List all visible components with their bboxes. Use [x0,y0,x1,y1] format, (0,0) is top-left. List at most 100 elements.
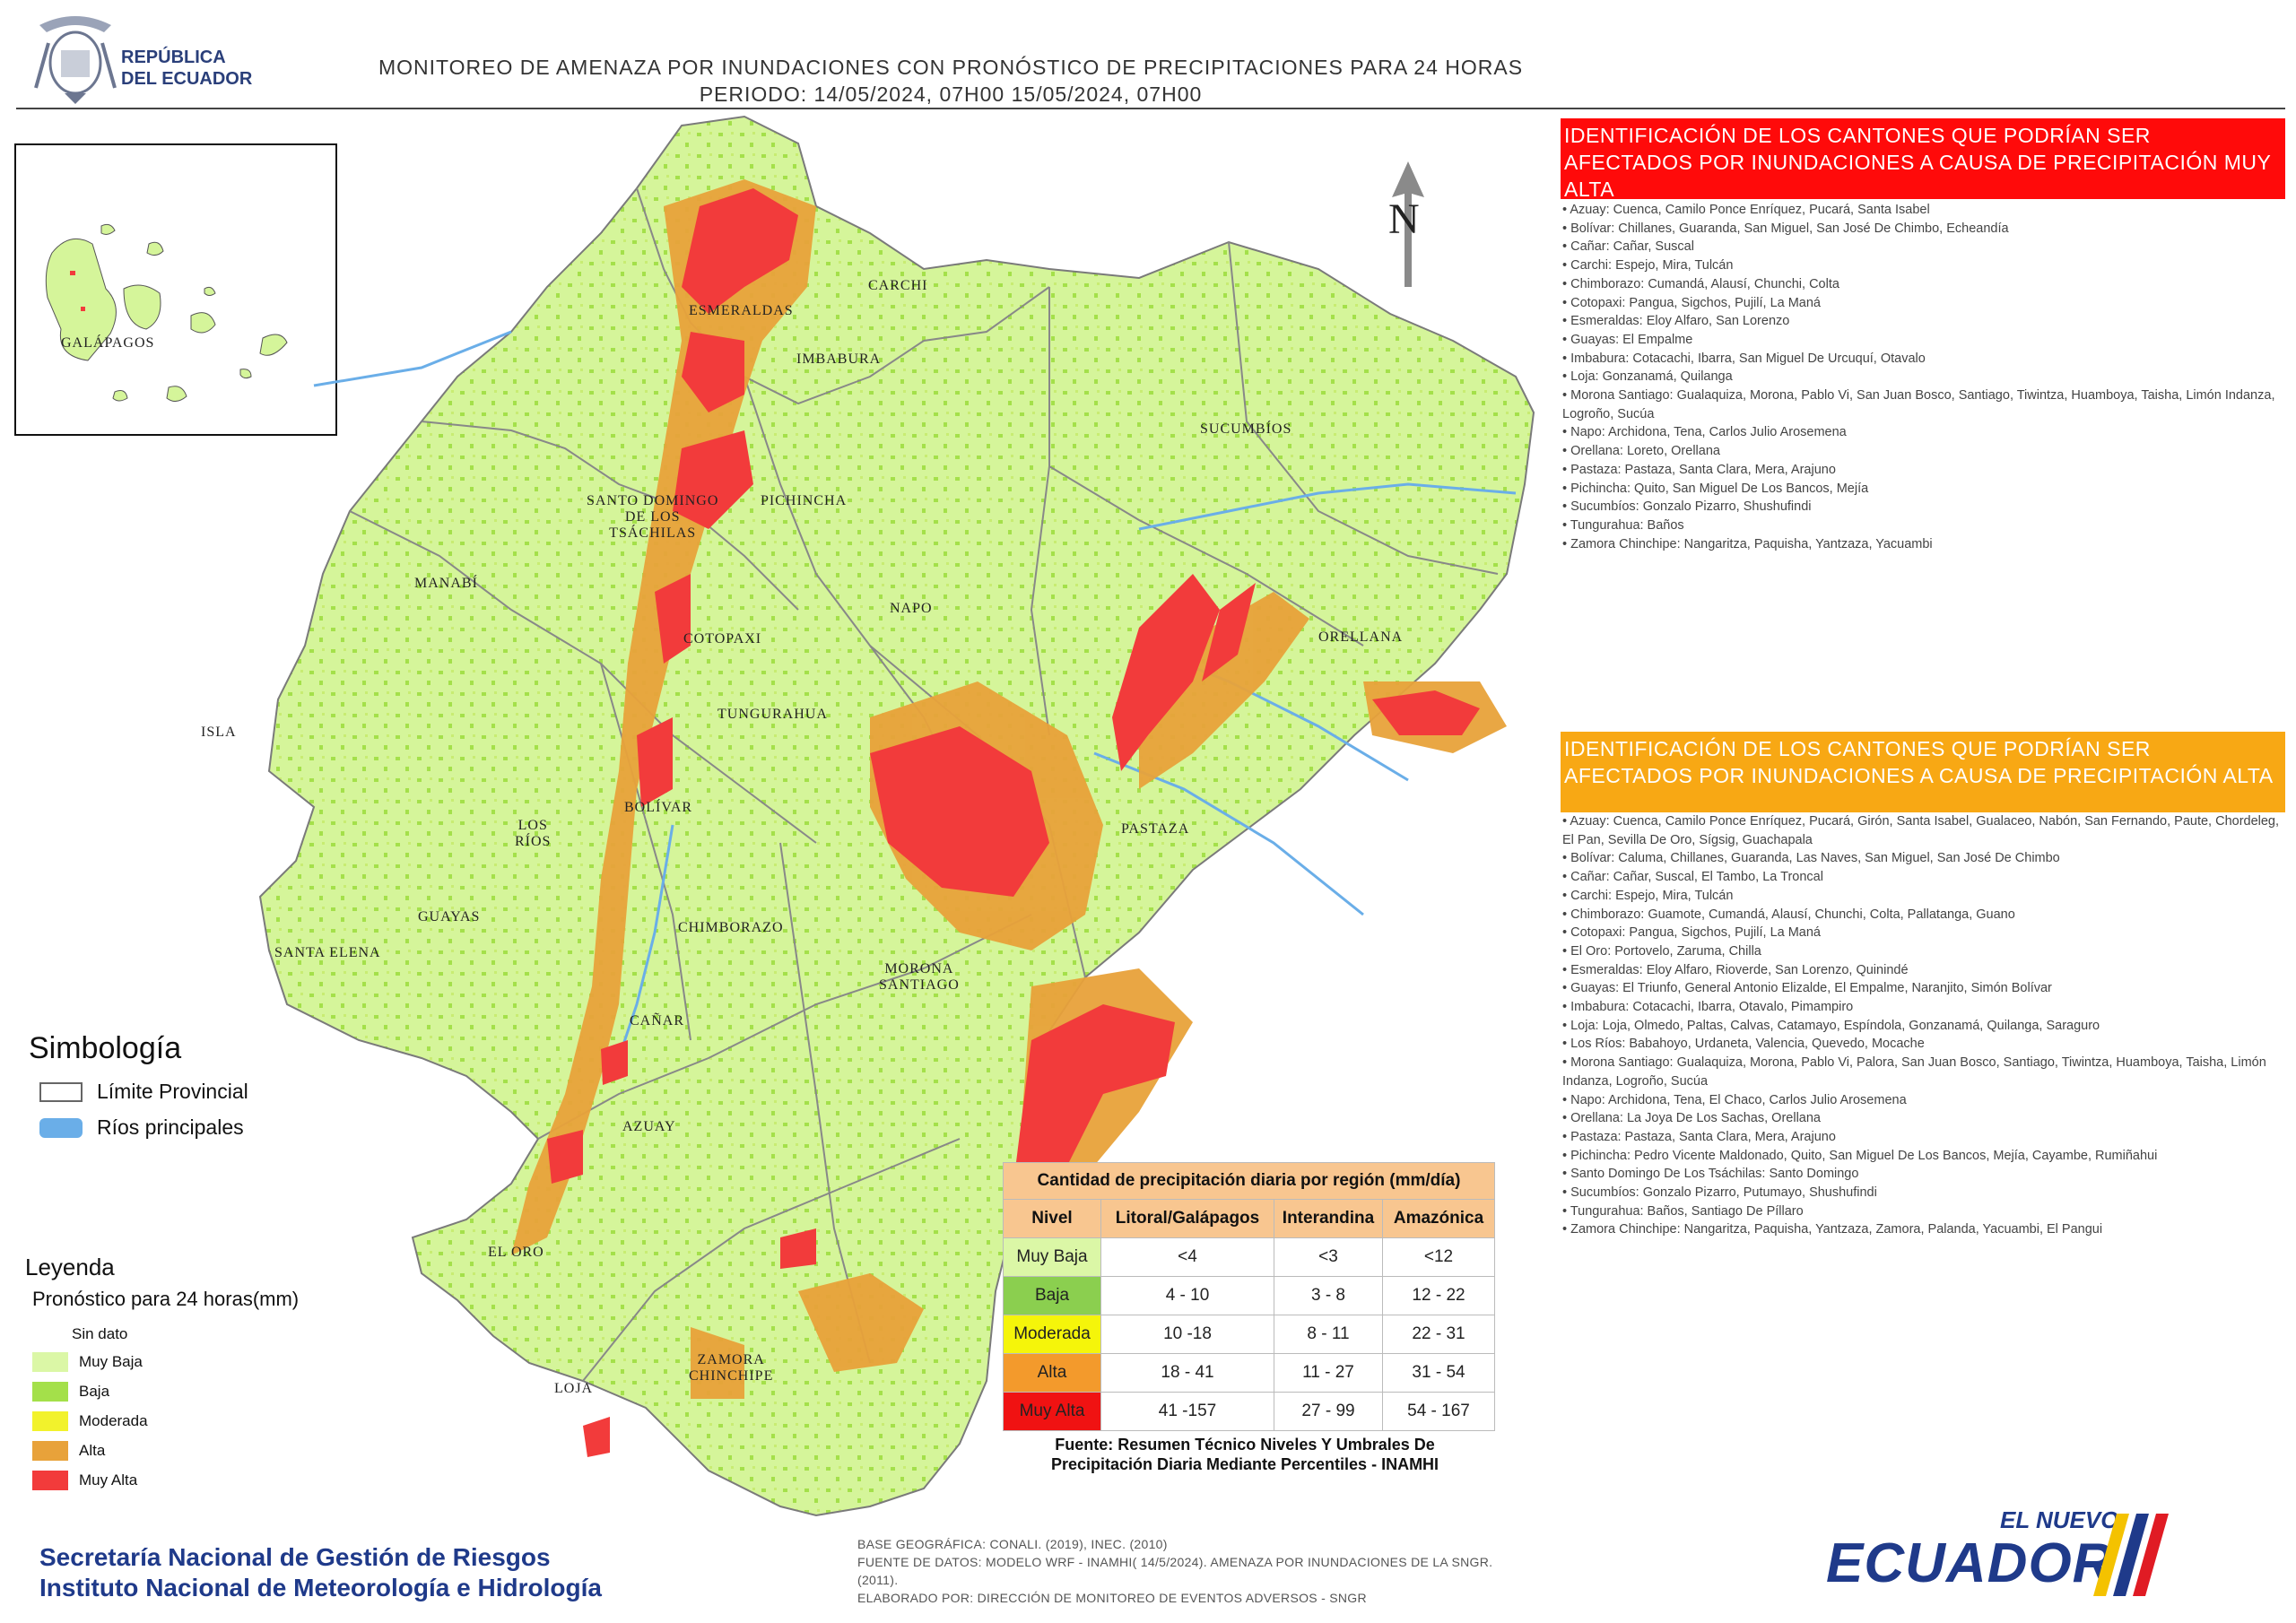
province-label-cotopaxi: COTOPAXI [683,631,762,647]
table-cell-nivel: Baja [1003,1276,1101,1315]
canton-list-item: Tungurahua: Baños [1562,516,2280,535]
canton-list-item: Azuay: Cuenca, Camilo Ponce Enríquez, Pu… [1562,812,2280,849]
source-line3: ELABORADO POR: DIRECCIÓN DE MONITOREO DE… [857,1591,1367,1605]
province-label-santa-elena: SANTA ELENA [274,945,381,960]
canton-list-item: Azuay: Cuenca, Camilo Ponce Enríquez, Pu… [1562,201,2280,220]
province-label-azuay: AZUAY [622,1119,676,1134]
ecuador-coat-of-arms-icon [30,7,120,106]
canton-list-item: Guayas: El Triunfo, General Antonio Eliz… [1562,979,2280,998]
table-cell-nivel: Muy Baja [1003,1237,1101,1277]
canton-list-item: Tungurahua: Baños, Santiago De Píllaro [1562,1202,2280,1221]
province-label-chimborazo: CHIMBORAZO [678,920,784,935]
canton-list-item: Zamora Chinchipe: Nangaritza, Paquisha, … [1562,535,2280,554]
canton-list-item: El Oro: Portovelo, Zaruma, Chilla [1562,942,2280,961]
source-line2: FUENTE DE DATOS: MODELO WRF - INAMHI( 14… [857,1555,1493,1587]
canton-list-item: Bolívar: Chillanes, Guaranda, San Miguel… [1562,220,2280,239]
canton-list-item: Napo: Archidona, Tena, Carlos Julio Aros… [1562,423,2280,442]
source-line1: BASE GEOGRÁFICA: CONALI. (2019), INEC. (… [857,1537,1168,1551]
table-cell-litoral: <4 [1100,1237,1274,1277]
legend-class-label: Moderada [79,1412,148,1429]
table-source-line1: Fuente: Resumen Técnico Niveles Y Umbral… [1055,1436,1435,1454]
table-cell-interandina: 11 - 27 [1274,1353,1383,1393]
legend-color-swatch [32,1352,68,1372]
legend-color-swatch [32,1411,68,1431]
table-title: Cantidad de precipitación diaria por reg… [1003,1162,1495,1200]
canton-list-item: Cotopaxi: Pangua, Sigchos, Pujilí, La Ma… [1562,924,2280,942]
table-cell-interandina: <3 [1274,1237,1383,1277]
symbology-limite-label: Límite Provincial [97,1080,248,1103]
canton-list-item: Orellana: La Joya De Los Sachas, Orellan… [1562,1109,2280,1128]
province-label-napo: NAPO [890,601,933,616]
province-label-santo-domingo: SANTO DOMINGO DE LOS TSÁCHILAS [587,493,719,541]
canton-list-item: Cotopaxi: Pangua, Sigchos, Pujilí, La Ma… [1562,294,2280,313]
boundary-swatch [39,1081,83,1102]
legend-title: Leyenda [25,1254,115,1280]
map-title: MONITOREO DE AMENAZA POR INUNDACIONES CO… [323,54,1578,108]
title-line1: MONITOREO DE AMENAZA POR INUNDACIONES CO… [378,56,1524,79]
table-cell-amazonica: 31 - 54 [1382,1353,1495,1393]
canton-list-item: Chimborazo: Guamote, Cumandá, Alausí, Ch… [1562,906,2280,924]
legend-class-label: Muy Alta [79,1471,138,1488]
table-row: Muy Baja <4 <3 <12 [1003,1237,1495,1277]
table-header-litoral: Litoral/Galápagos [1100,1199,1274,1238]
alta-cantons-header: IDENTIFICACIÓN DE LOS CANTONES QUE PODRÍ… [1561,732,2285,812]
canton-list-item: Morona Santiago: Gualaquiza, Morona, Pab… [1562,1054,2280,1090]
canton-list-item: Zamora Chinchipe: Nangaritza, Paquisha, … [1562,1220,2280,1239]
table-source-line2: Precipitación Diaria Mediante Percentile… [1050,1455,1439,1473]
table-cell-amazonica: 12 - 22 [1382,1276,1495,1315]
logo-line1: REPÚBLICA [121,48,226,67]
canton-list-item: Guayas: El Empalme [1562,331,2280,350]
symbology-title: Simbología [29,1031,182,1065]
table-cell-litoral: 18 - 41 [1100,1353,1274,1393]
province-label-pastaza: PASTAZA [1121,821,1190,837]
province-label-guayas: GUAYAS [418,909,481,924]
table-cell-interandina: 8 - 11 [1274,1315,1383,1354]
table-header-amazonica: Amazónica [1382,1199,1495,1238]
table-row: Alta 18 - 41 11 - 27 31 - 54 [1003,1353,1495,1393]
table-header-nivel: Nivel [1003,1199,1101,1238]
province-label-imbabura: IMBABURA [796,352,882,367]
flag-stripes-icon [2093,1514,2169,1596]
table-cell-amazonica: 22 - 31 [1382,1315,1495,1354]
galapagos-label: GALÁPAGOS [61,335,155,351]
legend-sin-dato: Sin dato [72,1325,128,1342]
north-label: N [1388,195,1421,243]
province-label-manabi: MANABÍ [414,576,478,591]
canton-list-item: Bolívar: Caluma, Chillanes, Guaranda, La… [1562,849,2280,868]
republic-logo-text: REPÚBLICA DEL ECUADOR [121,47,252,90]
north-arrow-icon [1392,161,1424,287]
canton-list-item: Napo: Archidona, Tena, El Chaco, Carlos … [1562,1091,2280,1110]
ecuador-flood-threat-map: N CARCHI ESMERALDAS IMBABURA SUCUMBÍOS S… [201,108,1552,1578]
canton-list-item: Esmeraldas: Eloy Alfaro, San Lorenzo [1562,312,2280,331]
org-line1: Secretaría Nacional de Gestión de Riesgo… [39,1543,551,1571]
alta-cantons-list: Azuay: Cuenca, Camilo Ponce Enríquez, Pu… [1562,812,2280,1239]
canton-list-item: Sucumbíos: Gonzalo Pizarro, Putumayo, Sh… [1562,1184,2280,1202]
canton-list-item: Carchi: Espejo, Mira, Tulcán [1562,256,2280,275]
legend-class-label: Muy Baja [79,1353,143,1370]
canton-list-item: Sucumbíos: Gonzalo Pizarro, Shushufindi [1562,498,2280,516]
canton-list-item: Pastaza: Pastaza, Santa Clara, Mera, Ara… [1562,1128,2280,1147]
symbology-rios: Ríos principales [39,1115,244,1140]
canton-list-item: Cañar: Cañar, Suscal, El Tambo, La Tronc… [1562,868,2280,887]
el-nuevo-ecuador-logo: EL NUEVO ECUADOR [1821,1506,2179,1605]
table-cell-interandina: 3 - 8 [1274,1276,1383,1315]
brand-small-text: EL NUEVO [2000,1506,2119,1533]
canton-list-item: Los Ríos: Babahoyo, Urdaneta, Valencia, … [1562,1035,2280,1054]
river-swatch [39,1117,83,1138]
legend-class-label: Baja [79,1383,110,1400]
canton-list-item: Santo Domingo De Los Tsáchilas: Santo Do… [1562,1165,2280,1184]
table-cell-litoral: 4 - 10 [1100,1276,1274,1315]
province-label-orellana: ORELLANA [1318,629,1404,645]
galapagos-inset-map: GALÁPAGOS [14,143,337,436]
province-label-bolivar: BOLÍVAR [624,800,693,815]
precipitation-threshold-table: Cantidad de precipitación diaria por reg… [1003,1162,1495,1431]
table-row: Baja 4 - 10 3 - 8 12 - 22 [1003,1276,1495,1315]
canton-list-item: Pichincha: Pedro Vicente Maldonado, Quit… [1562,1147,2280,1166]
org-line2: Instituto Nacional de Meteorología e Hid… [39,1574,602,1601]
table-row: Muy Alta 41 -157 27 - 99 54 - 167 [1003,1392,1495,1431]
symbology-rios-label: Ríos principales [97,1115,244,1139]
table-cell-interandina: 27 - 99 [1274,1392,1383,1431]
canton-list-item: Loja: Loja, Olmedo, Paltas, Calvas, Cata… [1562,1017,2280,1036]
canton-list-item: Morona Santiago: Gualaquiza, Morona, Pab… [1562,386,2280,423]
canton-list-item: Pastaza: Pastaza, Santa Clara, Mera, Ara… [1562,461,2280,480]
